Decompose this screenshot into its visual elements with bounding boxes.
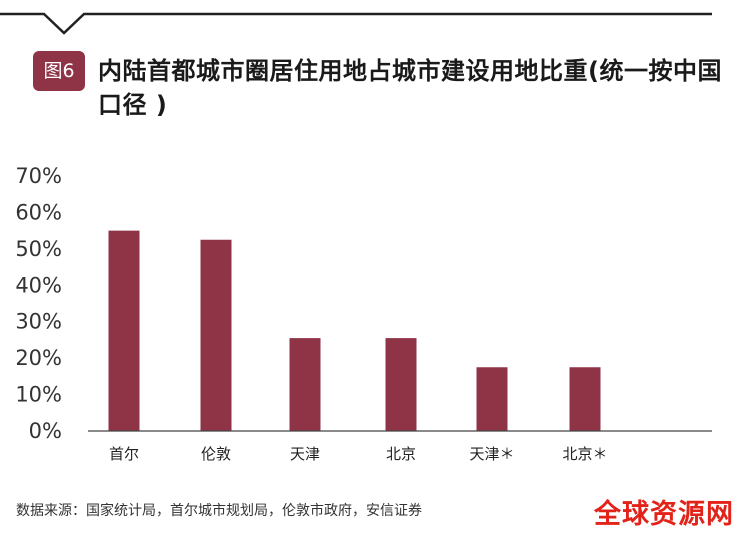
x-tick-label: 伦敦 <box>201 445 231 463</box>
y-tick-label: 0% <box>29 419 62 443</box>
x-tick-label: 天津＊ <box>469 445 514 463</box>
figure-badge: 图6 <box>33 51 85 91</box>
y-tick-label: 50% <box>15 237 62 261</box>
top-rule <box>0 12 712 35</box>
y-tick-label: 70% <box>15 164 62 188</box>
y-tick-label: 20% <box>15 346 62 370</box>
bar <box>289 338 321 431</box>
bar <box>476 367 508 431</box>
chart-title: 内陆首都城市圈居住用地占城市建设用地比重(统一按中国口径 ) <box>98 57 722 119</box>
x-axis-labels: 首尔 伦敦 天津 北京 天津＊ 北京＊ <box>109 445 608 463</box>
y-tick-label: 30% <box>15 310 62 334</box>
bar <box>385 338 417 431</box>
bar <box>200 239 232 431</box>
y-tick-label: 40% <box>15 273 62 297</box>
y-axis-ticks: 0% 10% 20% 30% 40% 50% 60% 70% <box>15 164 62 443</box>
bar-chart: 0% 10% 20% 30% 40% 50% 60% 70% 首尔 伦敦 天津 北京 天津＊ 北京＊ <box>15 164 712 463</box>
x-tick-label: 首尔 <box>109 445 139 463</box>
bar <box>569 367 601 431</box>
x-tick-label: 天津 <box>290 445 320 463</box>
data-source-note: 数据来源：国家统计局，首尔城市规划局，伦敦市政府，安信证券 <box>16 503 422 519</box>
x-tick-label: 北京＊ <box>562 445 607 463</box>
watermark-logo: 全球资源网 <box>594 499 734 530</box>
bar <box>108 230 140 431</box>
x-tick-label: 北京 <box>386 445 416 463</box>
y-tick-label: 10% <box>15 383 62 407</box>
bars <box>108 230 601 431</box>
y-tick-label: 60% <box>15 200 62 224</box>
